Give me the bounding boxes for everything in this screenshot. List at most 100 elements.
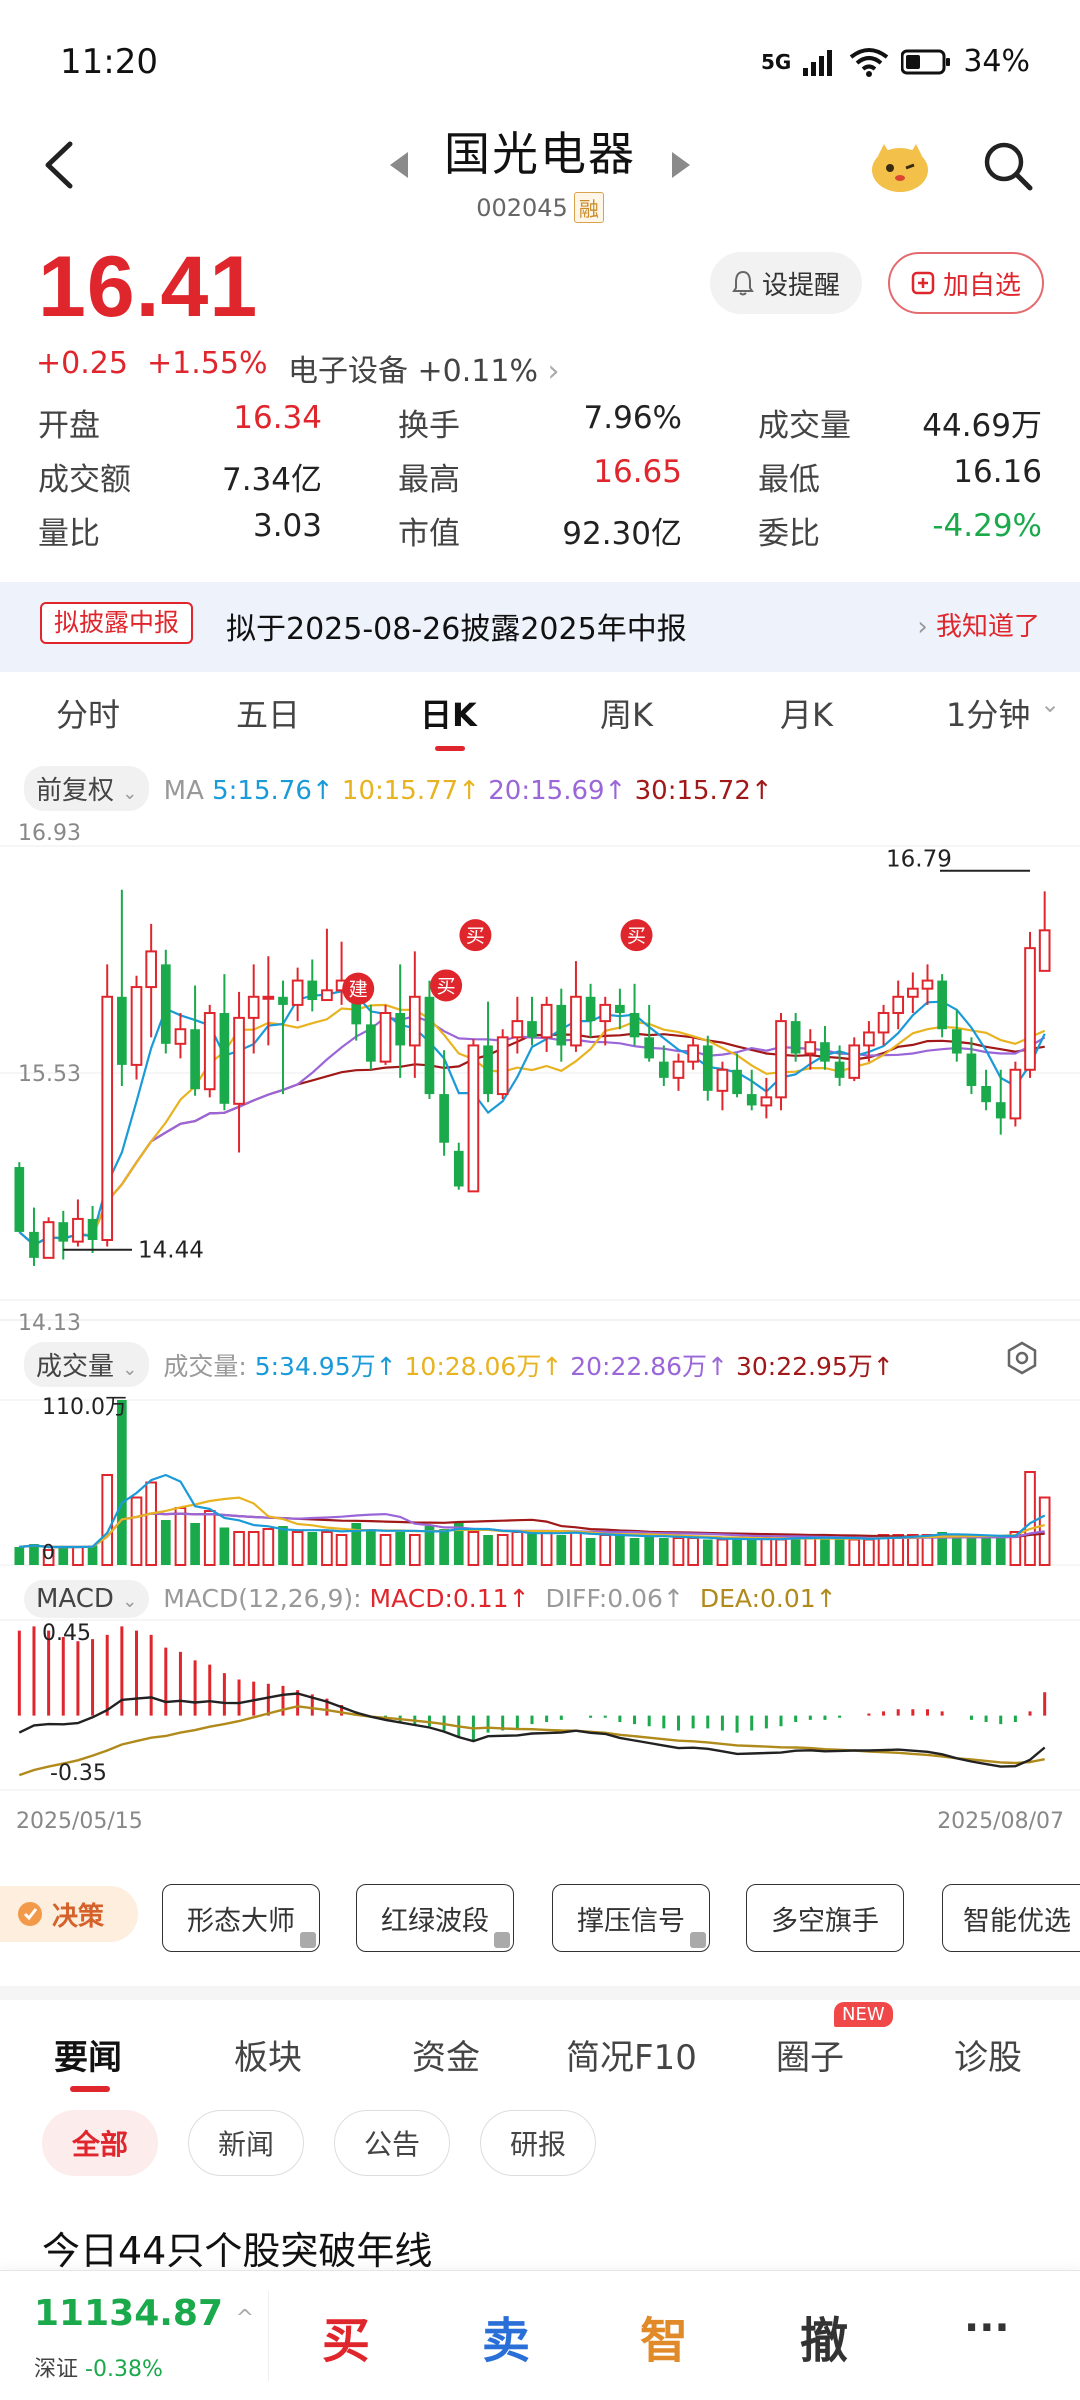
plus-box-icon (911, 271, 935, 295)
news-tab[interactable]: 圈子 (776, 2038, 844, 2078)
volume-bar (892, 1534, 905, 1566)
candle-body (966, 1053, 977, 1086)
volume-bar (834, 1539, 845, 1565)
candle-body (1009, 1068, 1022, 1120)
news-headline[interactable]: 今日44只个股突破年线 (42, 2229, 433, 2273)
volume-bar (291, 1531, 304, 1566)
volume-bar (278, 1526, 288, 1565)
filter-chip[interactable]: 新闻 (188, 2110, 304, 2176)
index-change: -0.38% (85, 2357, 163, 2382)
candle-body (14, 1167, 25, 1232)
news-tab[interactable]: 要闻 (54, 2038, 122, 2078)
ma-label: MA (163, 776, 204, 806)
new-badge: NEW (834, 2002, 893, 2027)
next-stock-arrow-icon[interactable] (672, 152, 690, 178)
cancel-order-button[interactable]: 撤 (800, 2313, 849, 2369)
notice-dismiss-button[interactable]: › 我知道了 (917, 612, 1040, 642)
candle-body (1024, 947, 1036, 1071)
news-tab[interactable]: 简况F10 (566, 2038, 697, 2078)
volume-bar (981, 1538, 991, 1565)
candle-body (219, 1013, 230, 1104)
y-axis-label: -0.35 (50, 1761, 107, 1786)
macd-dropdown[interactable]: MACD ⌄ (24, 1580, 150, 1618)
ma10-value: 10:15.77 (341, 776, 459, 806)
candle-body (496, 1036, 509, 1096)
kline-tab[interactable]: 五日 (236, 696, 301, 734)
add-watchlist-button[interactable]: 加自选 (888, 252, 1044, 314)
news-tab[interactable]: 资金 (412, 2038, 480, 2078)
back-arrow-icon[interactable] (40, 140, 80, 190)
candle-body (687, 1044, 699, 1063)
kline-tab[interactable]: 1分钟 (946, 696, 1031, 734)
tool-button[interactable]: 红绿波段 (356, 1884, 514, 1952)
prev-stock-arrow-icon[interactable] (390, 152, 408, 178)
sector-name: 电子设备 (288, 354, 408, 389)
volume-bar (190, 1523, 200, 1565)
more-button[interactable]: ··· (964, 2305, 1010, 2351)
smart-button[interactable]: 智 (640, 2313, 689, 2369)
stat-value: 16.16 (953, 454, 1042, 490)
buy-button[interactable]: 买 (322, 2313, 371, 2369)
current-price: 16.41 (38, 239, 259, 335)
candle-body (790, 1021, 801, 1054)
x-axis-label: 2025/08/07 (937, 1809, 1064, 1834)
kline-tab[interactable]: 分时 (56, 696, 121, 734)
set-alert-button[interactable]: 设提醒 (710, 252, 862, 314)
filter-chip[interactable]: 公告 (334, 2110, 450, 2176)
kline-tab[interactable]: 月K (780, 696, 833, 734)
adjust-dropdown[interactable]: 前复权 ⌄ (24, 766, 150, 811)
candle-body (556, 1004, 567, 1046)
mascot-icon[interactable] (868, 138, 932, 194)
kline-tab[interactable]: 周K (600, 696, 653, 734)
candle-body (58, 1222, 69, 1242)
tool-button[interactable]: 撑压信号 (552, 1884, 710, 1952)
index-value[interactable]: 11134.87 ^ (34, 2293, 255, 2334)
volume-bar (790, 1535, 801, 1565)
volume-bar (58, 1547, 69, 1565)
stat-label: 成交量 (758, 408, 851, 444)
sector-link[interactable]: 电子设备 +0.11% › (288, 346, 560, 390)
kline-tab-indicator (435, 746, 465, 751)
ma5-value: 5:15.76 (212, 776, 312, 806)
status-icons: 5G 34% (761, 44, 1030, 79)
min-price-label: 14.44 (138, 1238, 204, 1264)
candle-body (937, 980, 947, 1030)
candle-body (644, 1037, 655, 1059)
candle-body (203, 1012, 216, 1091)
volume-bar (439, 1529, 449, 1565)
tool-button[interactable]: 智能优选 (942, 1884, 1080, 1952)
filter-chip[interactable]: 研报 (480, 2110, 596, 2176)
volume-dropdown[interactable]: 成交量 ⌄ (24, 1342, 150, 1387)
search-icon[interactable] (982, 140, 1034, 192)
sell-button[interactable]: 卖 (482, 2313, 531, 2369)
candle-body (511, 1020, 524, 1039)
chevron-down-icon[interactable]: ⌄ (1040, 690, 1061, 718)
news-tab[interactable]: 板块 (234, 2038, 302, 2078)
volume-bar (746, 1539, 757, 1565)
decision-button[interactable]: 决策 (0, 1886, 138, 1942)
candle-body (321, 989, 333, 1002)
battery-icon (901, 49, 951, 74)
candle-body (629, 1013, 640, 1038)
volume-bar (160, 1520, 171, 1565)
news-tab[interactable]: 诊股 (954, 2038, 1022, 2078)
candle-body (848, 1044, 861, 1079)
volume-bar (1009, 1531, 1022, 1566)
volume-bar (951, 1535, 962, 1565)
stock-chart[interactable]: 16.9315.5314.1316.7914.44建 买买买 110.0万0 0.… (0, 800, 1080, 1840)
stat-value: 92.30亿 (562, 516, 682, 552)
signal-badge (459, 919, 492, 952)
candle-body (424, 996, 435, 1095)
kline-tab[interactable]: 日K (420, 696, 477, 734)
tool-button[interactable]: 形态大师 (162, 1884, 320, 1952)
stat-label: 最高 (398, 462, 460, 498)
candle-body (570, 995, 582, 1047)
signal-badge (430, 969, 463, 1002)
chart-settings-icon[interactable] (1004, 1340, 1040, 1376)
candle-body (863, 1031, 875, 1047)
change-percent: +1.55% (147, 346, 268, 381)
filter-chip[interactable]: 全部 (42, 2110, 158, 2176)
tool-button[interactable]: 多空旗手 (746, 1884, 904, 1952)
candle-body (278, 996, 288, 1005)
volume-ma5-line (19, 1473, 1046, 1549)
